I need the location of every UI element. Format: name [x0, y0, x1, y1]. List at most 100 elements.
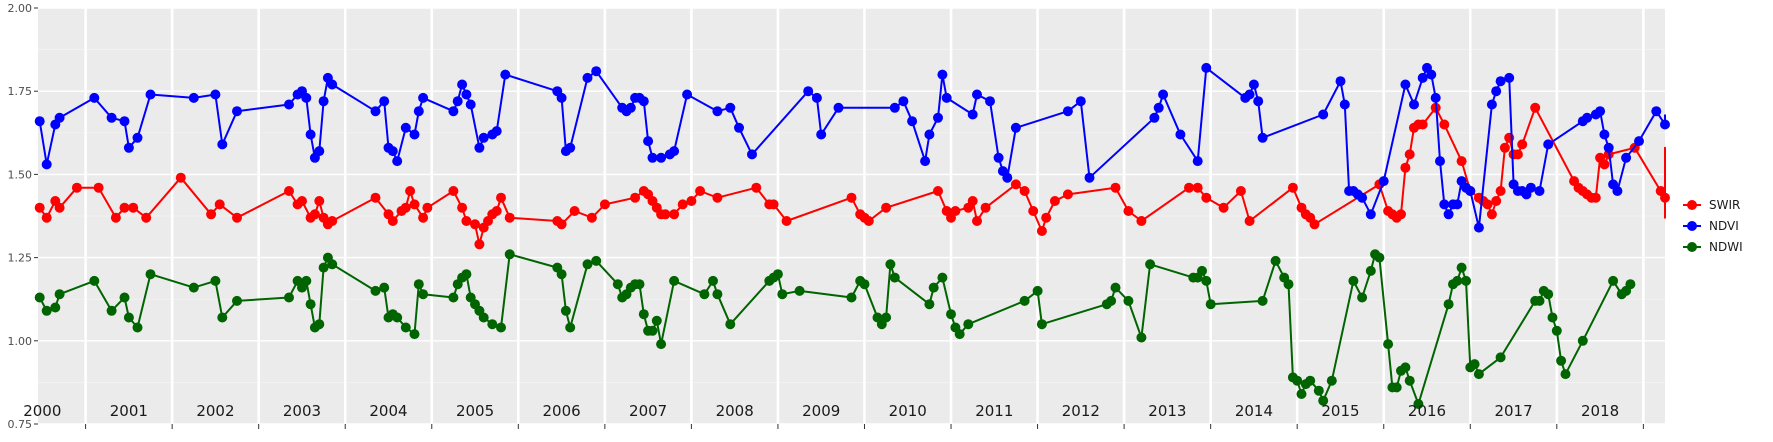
- data-point-swir: [1530, 102, 1541, 113]
- data-point-ndvi: [1612, 186, 1623, 196]
- series-swir: [34, 102, 1670, 250]
- data-point-ndvi: [933, 112, 943, 123]
- data-point-swir: [1028, 206, 1039, 216]
- data-point-swir: [846, 192, 857, 203]
- data-point-swir: [422, 202, 433, 213]
- data-point-ndwi: [1560, 369, 1571, 380]
- data-point-ndvi: [993, 152, 1004, 163]
- data-point-ndvi: [565, 142, 576, 153]
- data-point-swir: [1010, 179, 1021, 190]
- data-point-ndvi: [811, 92, 822, 103]
- year-label: 2017: [1494, 402, 1532, 420]
- data-point-ndwi: [409, 329, 420, 340]
- data-point-ndwi: [41, 305, 52, 316]
- data-point-swir: [327, 216, 338, 226]
- data-point-ndvi: [1443, 209, 1454, 220]
- y-tick-label: 2.00: [8, 2, 33, 15]
- data-point-swir: [1439, 119, 1450, 130]
- data-point-ndwi: [305, 299, 316, 310]
- data-point-swir: [1218, 202, 1229, 213]
- data-point-swir: [1244, 216, 1255, 226]
- data-point-ndvi: [34, 116, 45, 127]
- legend-label: NDVI: [1709, 219, 1739, 233]
- data-point-swir: [110, 212, 121, 223]
- year-label: 2014: [1235, 402, 1273, 420]
- data-point-ndwi: [647, 325, 658, 336]
- data-point-ndvi: [465, 99, 476, 110]
- data-point-ndwi: [461, 269, 472, 280]
- data-point-ndwi: [1443, 299, 1454, 310]
- data-point-ndwi: [1110, 282, 1121, 293]
- data-point-swir: [1404, 149, 1415, 160]
- data-point-ndwi: [669, 275, 680, 286]
- data-point-ndvi: [232, 106, 242, 117]
- data-point-swir: [569, 206, 580, 216]
- data-point-ndvi: [924, 129, 935, 140]
- data-point-ndvi: [491, 126, 502, 137]
- year-separator-lines: [84, 8, 1645, 424]
- data-point-ndvi: [920, 156, 931, 167]
- series-layer: [34, 62, 1670, 409]
- data-point-ndvi: [370, 106, 381, 117]
- data-point-ndwi: [318, 262, 329, 273]
- data-point-swir: [1456, 156, 1467, 167]
- data-point-ndwi: [1326, 375, 1337, 386]
- data-point-ndwi: [379, 282, 390, 293]
- data-point-ndvi: [1603, 142, 1614, 153]
- data-point-ndwi: [504, 249, 515, 260]
- data-point-ndwi: [418, 289, 429, 300]
- year-label: 2012: [1062, 402, 1100, 420]
- data-point-ndwi: [487, 319, 498, 330]
- year-labels: 2000 2001 2002 2003 2004 2005 2006 2007 2008 2009…: [23, 402, 1619, 420]
- legend-key-point: [1687, 242, 1697, 252]
- data-point-ndvi: [647, 152, 658, 163]
- data-point-ndvi: [937, 69, 948, 80]
- data-point-swir: [768, 199, 779, 210]
- data-point-ndwi: [314, 319, 325, 330]
- legend-item-swir: SWIR: [1683, 198, 1740, 212]
- data-point-ndwi: [1283, 279, 1294, 290]
- data-point-swir: [1136, 216, 1147, 226]
- data-point-ndwi: [1036, 319, 1047, 330]
- legend-label: SWIR: [1709, 198, 1740, 212]
- data-point-ndvi: [907, 116, 918, 127]
- data-point-swir: [630, 192, 641, 203]
- data-point-ndwi: [1543, 289, 1554, 300]
- data-point-ndvi: [656, 152, 667, 163]
- data-point-ndvi: [500, 69, 511, 80]
- data-point-ndwi: [1292, 375, 1303, 386]
- year-label: 2007: [629, 402, 667, 420]
- data-point-ndvi: [638, 96, 649, 107]
- data-point-swir: [1201, 192, 1212, 203]
- data-point-ndwi: [1318, 395, 1329, 406]
- data-point-ndwi: [928, 282, 939, 293]
- data-point-swir: [556, 219, 567, 230]
- data-point-swir: [933, 186, 943, 196]
- data-point-ndwi: [1413, 399, 1424, 409]
- data-point-swir: [297, 196, 307, 206]
- data-point-ndvi: [478, 132, 489, 143]
- data-point-ndwi: [582, 259, 593, 270]
- data-point-swir: [309, 209, 320, 220]
- data-point-ndvi: [1660, 119, 1670, 130]
- data-point-ndvi: [1435, 156, 1445, 167]
- data-point-ndwi: [1305, 375, 1316, 386]
- data-point-swir: [881, 202, 892, 213]
- data-point-ndvi: [833, 102, 844, 113]
- data-point-swir: [314, 196, 325, 206]
- data-point-swir: [1062, 189, 1073, 200]
- data-point-ndwi: [145, 269, 156, 280]
- data-point-ndwi: [881, 312, 892, 323]
- legend: SWIR NDVI NDWI: [1683, 198, 1743, 254]
- data-point-swir: [967, 196, 978, 206]
- year-label: 2006: [542, 402, 580, 420]
- data-point-ndvi: [1534, 186, 1545, 196]
- data-point-ndwi: [954, 329, 965, 340]
- data-point-ndwi: [392, 312, 403, 323]
- data-point-ndwi: [859, 279, 870, 290]
- year-label: 2013: [1148, 402, 1186, 420]
- data-point-ndwi: [924, 299, 935, 310]
- data-point-ndvi: [1010, 122, 1021, 133]
- data-point-ndvi: [1495, 76, 1506, 87]
- x-axis: [85, 424, 1644, 429]
